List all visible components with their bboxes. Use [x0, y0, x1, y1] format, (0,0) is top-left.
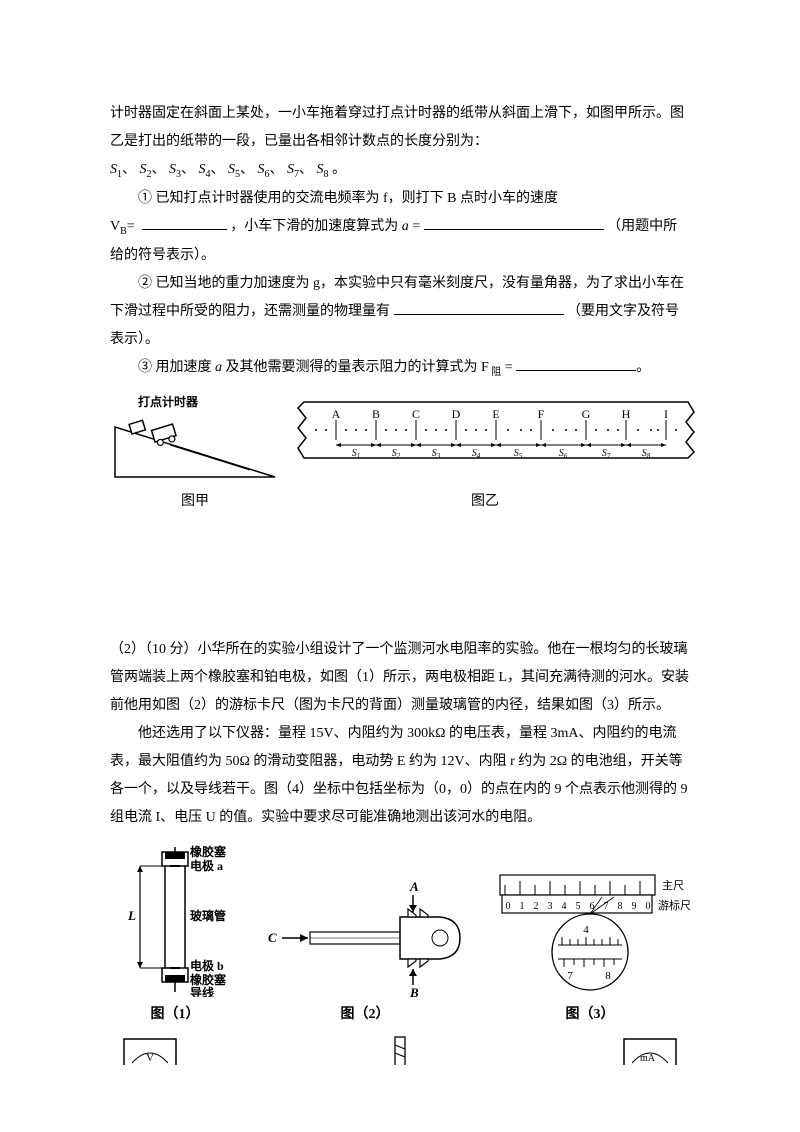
- svg-text:H: H: [622, 407, 631, 421]
- fig-tube: 橡胶塞 电极 a L 玻璃管 电极 b 橡胶塞 导线 图（1）: [110, 842, 240, 1029]
- cap-fig3: 图（3）: [566, 1001, 615, 1029]
- p1-line1: 计时器固定在斜面上某处，一小车拖着穿过打点计时器的纸带从斜面上滑下，如图甲所示。…: [110, 100, 690, 156]
- svg-text:电极 a: 电极 a: [190, 858, 223, 873]
- svg-text:1: 1: [520, 901, 525, 912]
- svg-text:mA: mA: [640, 1053, 656, 1064]
- svg-text:I: I: [664, 407, 668, 421]
- figure-row-1: 打点计时器: [110, 390, 690, 482]
- fig-caliper: A C B: [260, 877, 470, 1029]
- exam-page: 计时器固定在斜面上某处，一小车拖着穿过打点计时器的纸带从斜面上滑下，如图甲所示。…: [0, 0, 800, 1132]
- blank-a: [424, 215, 604, 230]
- svg-text:游标尺: 游标尺: [658, 898, 690, 912]
- svg-text:8: 8: [605, 970, 611, 982]
- cap-right: 图乙: [280, 488, 690, 516]
- svg-text:3: 3: [548, 901, 553, 912]
- tape-svg: A B C D E F G H I: [296, 390, 696, 470]
- svg-text:9: 9: [632, 901, 637, 912]
- svg-text:F: F: [538, 407, 545, 421]
- cap-left: 图甲: [110, 488, 280, 516]
- s-list: S1、 S2、 S3、 S4、 S5、 S6、 S7、 S8 。: [110, 156, 690, 185]
- svg-text:2: 2: [534, 901, 539, 912]
- svg-text:6: 6: [590, 901, 595, 912]
- svg-text:0: 0: [646, 901, 651, 912]
- figure-row-2: 橡胶塞 电极 a L 玻璃管 电极 b 橡胶塞 导线 图（1） A C: [110, 842, 690, 1029]
- svg-text:4: 4: [562, 901, 567, 912]
- blank-q3: [516, 356, 636, 371]
- svg-text:橡胶塞: 橡胶塞: [190, 972, 227, 987]
- fig1-captions: 图甲 图乙: [110, 488, 690, 516]
- svg-text:5: 5: [576, 901, 581, 912]
- q3: ③ 用加速度 a 及其他需要测得的量表示阻力的计算式为 F 阻 = 。: [110, 354, 690, 383]
- svg-text:L: L: [127, 908, 136, 923]
- p2-body: 他还选用了以下仪器：量程 15V、内阻约为 300kΩ 的电压表，量程 3mA、…: [110, 720, 690, 832]
- svg-text:B: B: [409, 985, 419, 997]
- blank-vb: [142, 215, 227, 230]
- svg-text:8: 8: [618, 901, 623, 912]
- svg-text:0: 0: [506, 901, 511, 912]
- incline-svg: [110, 412, 280, 482]
- meter-right: mA: [620, 1035, 680, 1065]
- timer-label: 打点计时器: [138, 390, 280, 414]
- svg-text:A: A: [332, 407, 341, 421]
- svg-text:A: A: [409, 879, 419, 894]
- q1-line2: VB= ，小车下滑的加速度算式为 a = （用题中所给的符号表示）。: [110, 213, 690, 270]
- svg-text:V: V: [146, 1052, 154, 1064]
- svg-text:C: C: [268, 930, 277, 945]
- cap-fig2: 图（2）: [341, 1001, 390, 1029]
- svg-text:4: 4: [583, 924, 589, 936]
- svg-text:E: E: [492, 407, 499, 421]
- meter-left: V: [120, 1035, 180, 1065]
- svg-text:B: B: [372, 407, 380, 421]
- blank-q2: [394, 300, 564, 315]
- svg-text:C: C: [412, 407, 420, 421]
- fig-vernier: 主尺 012 345 678 90 游标尺: [490, 867, 690, 1029]
- svg-text:玻璃管: 玻璃管: [190, 908, 226, 923]
- resistor-icon: [389, 1035, 411, 1065]
- q2: ② 已知当地的重力加速度为 g，本实验中只有毫米刻度尺，没有量角器，为了求出小车…: [110, 270, 690, 354]
- fig-tape: A B C D E F G H I: [296, 390, 696, 470]
- cap-fig1: 图（1）: [151, 1001, 200, 1029]
- meters-row: V mA: [110, 1035, 690, 1065]
- svg-text:7: 7: [567, 970, 573, 982]
- p2-head: （2）（10 分）小华所在的实验小组设计了一个监测河水电阻率的实验。他在一根均匀…: [110, 636, 690, 720]
- svg-text:D: D: [452, 407, 461, 421]
- svg-text:导线: 导线: [190, 985, 214, 997]
- svg-text:主尺: 主尺: [662, 879, 684, 892]
- fig-incline: 打点计时器: [110, 390, 280, 482]
- gap: [110, 576, 690, 636]
- svg-text:橡胶塞: 橡胶塞: [190, 844, 227, 859]
- svg-text:电极 b: 电极 b: [190, 958, 224, 973]
- q1-line1: ① 已知打点计时器使用的交流电频率为 f，则打下 B 点时小车的速度: [110, 185, 690, 213]
- svg-text:G: G: [582, 407, 591, 421]
